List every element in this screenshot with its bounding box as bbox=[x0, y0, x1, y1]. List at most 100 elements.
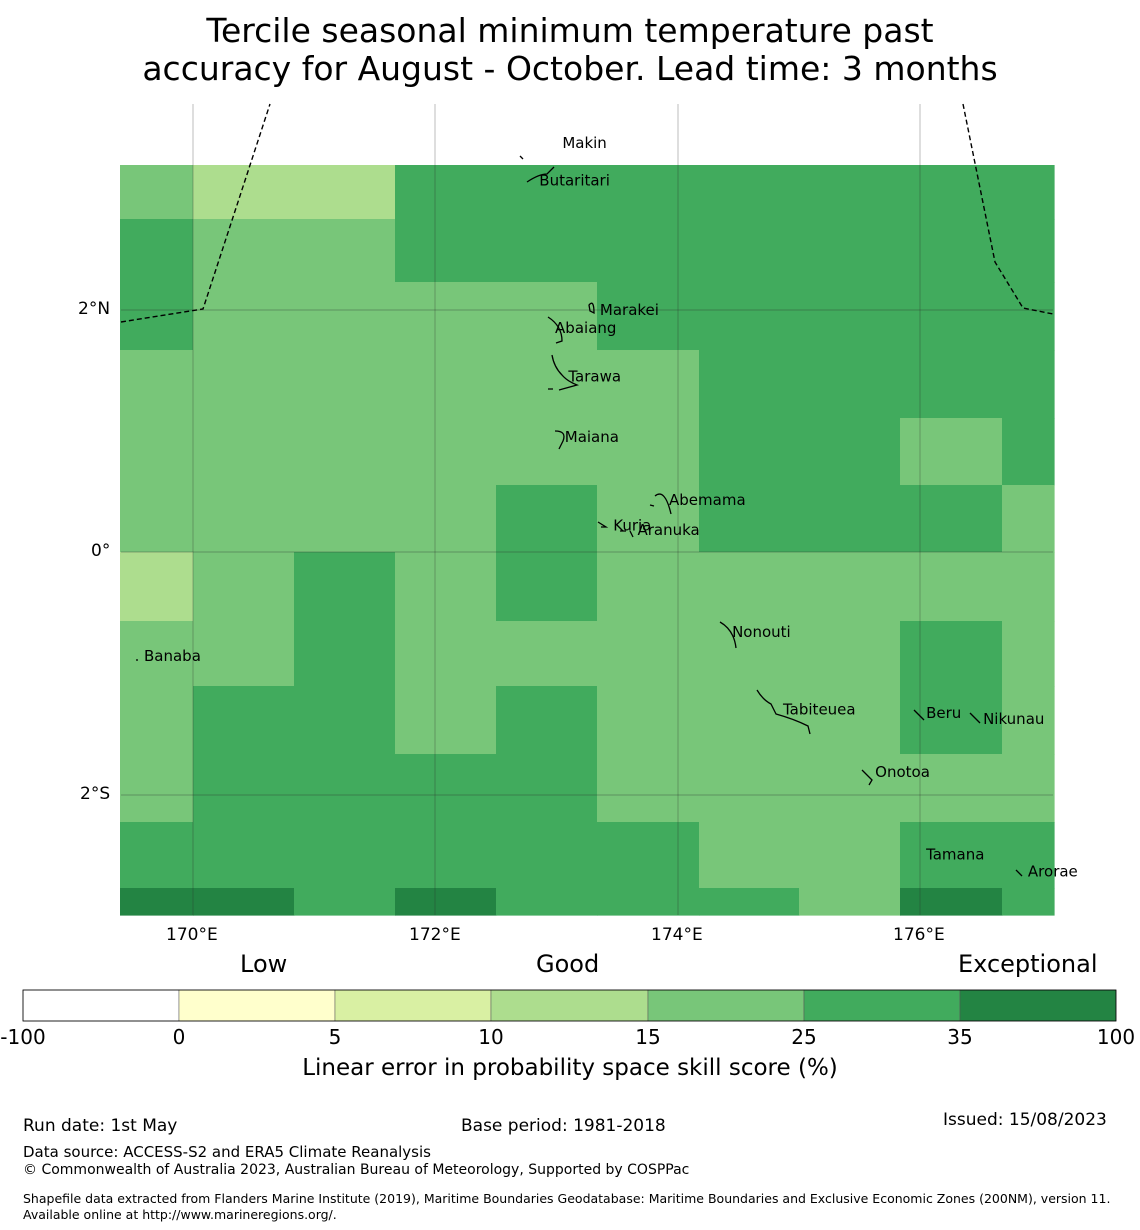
island-label-tarawa: Tarawa bbox=[567, 368, 621, 386]
grid-cell bbox=[900, 822, 1003, 889]
grid-cell bbox=[597, 686, 700, 755]
colorbar-segment bbox=[647, 989, 805, 1022]
x-tick-172e: 172°E bbox=[409, 925, 461, 945]
copyright-notice: © Commonwealth of Australia 2023, Austra… bbox=[23, 1162, 690, 1178]
legend-category-good: Good bbox=[536, 950, 600, 978]
grid-cell bbox=[294, 621, 396, 687]
grid-cell bbox=[799, 219, 901, 283]
grid-cell bbox=[597, 350, 700, 419]
grid-cell bbox=[1002, 418, 1055, 486]
island-shapes bbox=[136, 155, 1023, 877]
grid-cell bbox=[900, 552, 1003, 622]
grid-cell bbox=[799, 165, 901, 220]
island-shape-marakei bbox=[588, 302, 595, 315]
colorbar-tick: 5 bbox=[328, 1025, 342, 1049]
grid-cell bbox=[294, 282, 396, 351]
grid-cell bbox=[699, 485, 800, 553]
grid-cell bbox=[395, 754, 497, 823]
grid-cell bbox=[900, 219, 1003, 283]
grid-cell bbox=[395, 822, 497, 889]
grid-cell bbox=[294, 822, 396, 889]
island-shape-abaiang bbox=[547, 316, 563, 344]
island-shape-nonouti bbox=[719, 621, 737, 649]
island-shape-maiana bbox=[554, 430, 565, 450]
grid-cell bbox=[496, 485, 598, 553]
grid-cell bbox=[193, 165, 295, 220]
grid-cell bbox=[496, 282, 598, 351]
island-label-banaba: Banaba bbox=[144, 647, 201, 665]
island-shape-makin bbox=[519, 155, 524, 160]
grid-cell bbox=[1002, 165, 1055, 220]
grid-cell bbox=[120, 552, 194, 622]
map-title-line2: accuracy for August - October. Lead time… bbox=[142, 49, 998, 88]
island-label-aranuka: Aranuka bbox=[638, 521, 700, 539]
colorbar-tick: 0 bbox=[172, 1025, 186, 1049]
grid-cell bbox=[120, 888, 194, 916]
x-tick-176e: 176°E bbox=[893, 925, 945, 945]
grid-cell bbox=[1002, 485, 1055, 553]
grid-cell bbox=[294, 552, 396, 622]
grid-cell bbox=[900, 686, 1003, 755]
grid-cell bbox=[193, 350, 295, 419]
island-label-nonouti: Nonouti bbox=[732, 623, 791, 641]
grid-cell bbox=[395, 219, 497, 283]
grid-cell bbox=[120, 621, 194, 687]
legend-category-low: Low bbox=[240, 950, 288, 978]
grid-cell bbox=[120, 165, 194, 220]
x-tick-170e: 170°E bbox=[166, 925, 218, 945]
island-shape-kuria bbox=[597, 521, 609, 528]
run-date: Run date: 1st May bbox=[23, 1116, 178, 1136]
grid-cell bbox=[799, 888, 901, 916]
legend-category-exceptional: Exceptional bbox=[958, 950, 1098, 978]
grid-cell bbox=[395, 552, 497, 622]
grid-cell bbox=[1002, 350, 1055, 419]
grid-cell bbox=[799, 418, 901, 486]
island-shape-arorae bbox=[1015, 869, 1023, 877]
grid-cell bbox=[193, 888, 295, 916]
colorbar-label: Linear error in probability space skill … bbox=[302, 1055, 838, 1081]
grid-cell bbox=[799, 822, 901, 889]
grid-cell bbox=[597, 418, 700, 486]
grid-cell bbox=[699, 621, 800, 687]
island-shape-tarawa bbox=[548, 354, 580, 391]
grid-cell bbox=[294, 485, 396, 553]
eez-boundary-west bbox=[120, 103, 271, 323]
island-shape-butaritari bbox=[526, 166, 555, 183]
grid-cell bbox=[193, 686, 295, 755]
y-tick-2n: 2°N bbox=[78, 299, 111, 319]
data-source: Data source: ACCESS-S2 and ERA5 Climate … bbox=[23, 1143, 431, 1161]
grid-cell bbox=[496, 350, 598, 419]
grid-cell bbox=[120, 822, 194, 889]
skill-grid bbox=[120, 165, 1055, 916]
island-shape-onotoa bbox=[861, 769, 873, 786]
grid-cell bbox=[193, 418, 295, 486]
grid-cell bbox=[900, 754, 1003, 823]
colorbar-border bbox=[22, 989, 1117, 1022]
island-label-nikunau: Nikunau bbox=[983, 710, 1044, 728]
grid-cell bbox=[597, 485, 700, 553]
island-label-kuria: Kuria bbox=[613, 516, 651, 534]
island-shape-tabiteuea bbox=[756, 689, 811, 735]
grid-cell bbox=[193, 822, 295, 889]
grid-cell bbox=[496, 418, 598, 486]
grid-cell bbox=[597, 219, 700, 283]
grid-cell bbox=[900, 282, 1003, 351]
grid-cell bbox=[395, 165, 497, 220]
island-shape-aranuka bbox=[620, 530, 634, 538]
grid-cell bbox=[900, 165, 1003, 220]
grid-cell bbox=[900, 418, 1003, 486]
grid-cell bbox=[1002, 219, 1055, 283]
grid-cell bbox=[597, 888, 700, 916]
grid-cell bbox=[395, 418, 497, 486]
grid-cell bbox=[900, 485, 1003, 553]
base-period: Base period: 1981-2018 bbox=[461, 1116, 666, 1136]
grid-cell bbox=[597, 621, 700, 687]
grid-cell bbox=[496, 686, 598, 755]
grid-cell bbox=[699, 165, 800, 220]
grid-cell bbox=[193, 282, 295, 351]
grid-cell bbox=[799, 621, 901, 687]
island-label-makin: Makin bbox=[562, 134, 607, 152]
grid-cell bbox=[496, 621, 598, 687]
grid-cell bbox=[294, 219, 396, 283]
